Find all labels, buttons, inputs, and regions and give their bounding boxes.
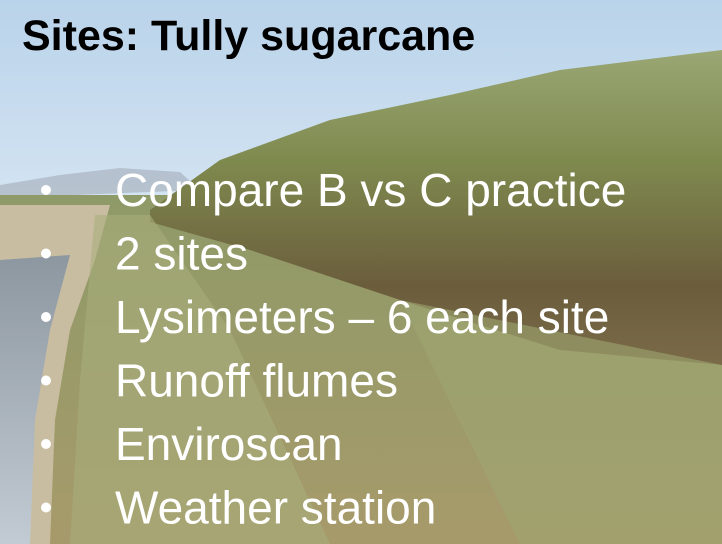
page: Sites: Tully sugarcane Compare B vs C pr…: [0, 0, 722, 544]
bullet-dot: [41, 249, 51, 259]
slide: Sites: Tully sugarcane Compare B vs C pr…: [0, 0, 722, 544]
bullet-text: Runoff flumes: [115, 355, 398, 407]
bullet-dot: [41, 185, 51, 195]
bullet-text: 2 sites: [115, 228, 248, 280]
background-photo: [0, 0, 722, 544]
bullet-text: Enviroscan: [115, 418, 343, 470]
bullet-text: Weather station: [115, 482, 436, 534]
bullet-text: Lysimeters – 6 each site: [115, 291, 609, 343]
bullet-dot: [41, 439, 51, 449]
slide-title: Sites: Tully sugarcane: [22, 12, 475, 60]
bullet-text: Compare B vs C practice: [115, 164, 626, 216]
bullet-dot: [41, 312, 51, 322]
bullet-dot: [41, 376, 51, 386]
bullet-dot: [41, 503, 51, 513]
